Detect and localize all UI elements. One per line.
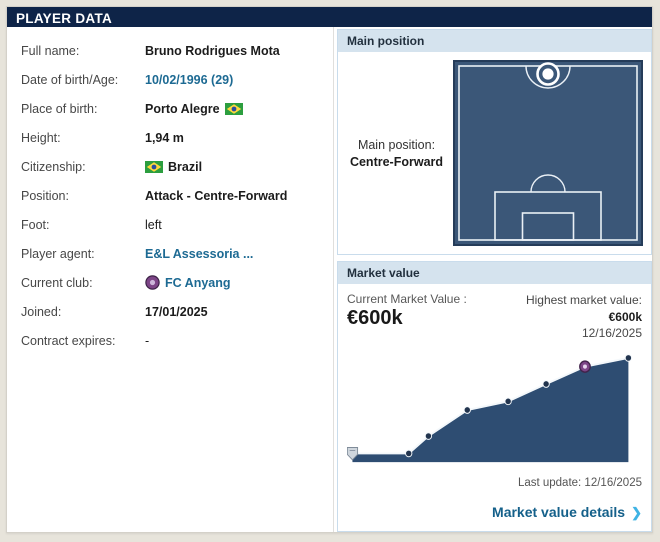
fc-anyang-crest xyxy=(145,275,160,291)
player-info-row: Position: Attack - Centre-Forward xyxy=(21,181,333,210)
player-info-label: Contract expires: xyxy=(21,333,116,348)
player-info-value: Attack - Centre-Forward xyxy=(145,189,287,203)
player-info-value: Brazil xyxy=(145,160,202,174)
player-data-header: PLAYER DATA xyxy=(7,7,652,28)
player-info-value: left xyxy=(145,218,162,232)
player-info-row: Player agent: E&L Assessoria ... xyxy=(21,239,333,268)
player-info-row: Contract expires: - xyxy=(21,326,333,355)
player-info-value-text: 10/02/1996 (29) xyxy=(145,72,234,87)
player-info-value-text: 17/01/2025 xyxy=(145,304,208,319)
player-info-value: 17/01/2025 xyxy=(145,305,208,319)
highest-market-value-block: Highest market value: €600k 12/16/2025 xyxy=(526,292,642,341)
previous-club-crest xyxy=(347,447,359,461)
player-info-value-text: 1,94 m xyxy=(145,130,184,145)
player-info-label: Date of birth/Age: xyxy=(21,72,119,87)
player-info-value: - xyxy=(145,334,149,348)
main-position-textblock: Main position: Centre-Forward xyxy=(340,138,453,169)
market-value-chart[interactable] xyxy=(347,351,642,469)
player-info-value-text: Bruno Rodrigues Mota xyxy=(145,43,280,58)
main-position-content: Main position: Centre-Forward xyxy=(338,52,651,254)
player-info-value-text: FC Anyang xyxy=(165,275,231,290)
player-info-value: Bruno Rodrigues Mota xyxy=(145,44,280,58)
player-info-label: Place of birth: xyxy=(21,101,98,116)
main-position-panel: Main position Main position: Centre-Forw… xyxy=(337,29,652,256)
player-info-value[interactable]: E&L Assessoria ... xyxy=(145,247,253,261)
player-info-value-text: - xyxy=(145,333,150,348)
player-info-label: Joined: xyxy=(21,304,62,319)
player-info-value: Porto Alegre xyxy=(145,102,243,116)
player-info-row: Place of birth: Porto Alegre xyxy=(21,94,333,123)
player-info-label: Player agent: xyxy=(21,246,95,261)
player-info-value[interactable]: FC Anyang xyxy=(145,275,231,291)
player-info-label: Foot: xyxy=(21,217,50,232)
market-value-details-link[interactable]: Market value details ❯ xyxy=(347,504,642,521)
right-column: Main position Main position: Centre-Forw… xyxy=(333,27,652,532)
player-info-row: Joined: 17/01/2025 xyxy=(21,297,333,326)
player-info-label: Full name: xyxy=(21,43,80,58)
player-info-label: Current club: xyxy=(21,275,93,290)
market-value-summary: Current Market Value : €600k Highest mar… xyxy=(347,292,642,341)
current-market-value: €600k xyxy=(347,307,403,330)
brazil-flag xyxy=(145,160,163,173)
last-update-text: Last update: 12/16/2025 xyxy=(517,477,642,489)
player-info-row: Current club: FC Anyang xyxy=(21,268,333,297)
card-body: Full name: Bruno Rodrigues Mota Date of … xyxy=(7,27,652,532)
player-info-value: 1,94 m xyxy=(145,131,184,145)
player-info-row: Height: 1,94 m xyxy=(21,123,333,152)
brazil-flag xyxy=(224,102,243,115)
player-info-row: Foot: left xyxy=(21,210,333,239)
player-info-value-text: left xyxy=(145,217,162,232)
pitch-graphic xyxy=(453,60,643,247)
player-info-label: Citizenship: xyxy=(21,159,86,174)
highest-market-value-label: Highest market value: xyxy=(525,293,642,308)
player-info-value-text: Attack - Centre-Forward xyxy=(145,188,288,203)
chevron-right-icon: ❯ xyxy=(631,505,642,520)
highest-market-value: €600k xyxy=(608,309,642,324)
player-info-label: Height: xyxy=(21,130,61,145)
main-position-panel-header: Main position xyxy=(338,30,651,53)
player-info-row: Full name: Bruno Rodrigues Mota xyxy=(21,36,333,65)
market-value-details-label: Market value details xyxy=(492,504,626,520)
player-info-row: Date of birth/Age: 10/02/1996 (29) xyxy=(21,65,333,94)
page-title: PLAYER DATA xyxy=(16,11,113,26)
main-position-value: Centre-Forward xyxy=(349,154,444,169)
player-info-table: Full name: Bruno Rodrigues Mota Date of … xyxy=(7,27,333,532)
player-info-value-text: E&L Assessoria ... xyxy=(145,246,254,261)
main-position-label: Main position: xyxy=(357,137,436,152)
current-market-value-block: Current Market Value : €600k xyxy=(347,292,467,341)
highest-market-value-date: 12/16/2025 xyxy=(581,325,642,340)
player-info-value-text: Brazil xyxy=(168,159,203,174)
current-market-value-label: Current Market Value : xyxy=(347,292,467,307)
market-value-panel-header: Market value xyxy=(338,262,651,285)
player-info-row: Citizenship: Brazil xyxy=(21,152,333,181)
market-value-content: Current Market Value : €600k Highest mar… xyxy=(338,284,651,531)
fc-anyang-crest xyxy=(579,360,591,373)
player-info-label: Position: xyxy=(21,188,69,203)
market-value-panel: Market value Current Market Value : €600… xyxy=(337,261,652,532)
player-data-card: PLAYER DATA Full name: Bruno Rodrigues M… xyxy=(6,6,653,533)
player-info-value[interactable]: 10/02/1996 (29) xyxy=(145,73,233,87)
player-info-value-text: Porto Alegre xyxy=(145,101,220,116)
